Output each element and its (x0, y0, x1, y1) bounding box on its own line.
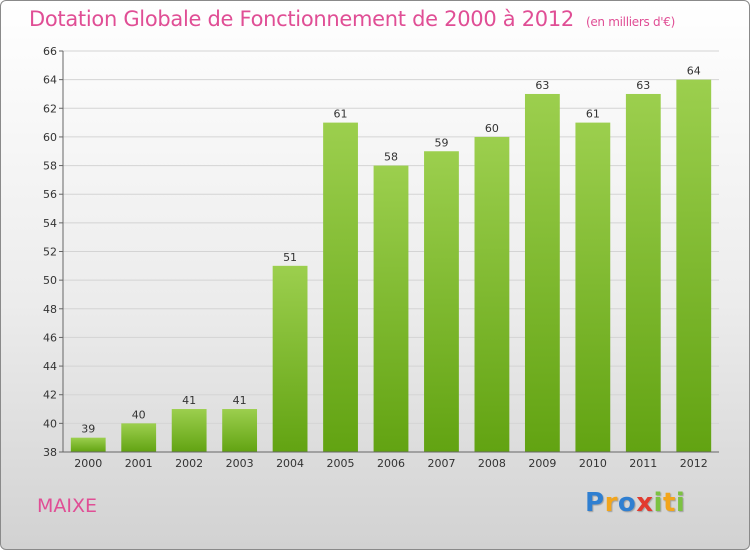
chart-title: Dotation Globale de Fonctionnement de 20… (29, 7, 675, 31)
y-tick-label: 54 (43, 217, 57, 230)
y-tick-label: 66 (43, 45, 57, 58)
bar (323, 122, 358, 452)
bar (373, 165, 409, 453)
logo-letter: r (604, 488, 618, 518)
x-tick-label: 2012 (680, 457, 708, 470)
x-tick-label: 2007 (427, 457, 455, 470)
y-axis-ticks: 38 40 42 44 46 48 50 52 54 56 58 60 62 64 66 (43, 45, 63, 459)
data-label: 61 (586, 108, 600, 121)
y-tick-label: 58 (43, 160, 57, 173)
bar (524, 93, 560, 452)
bar (171, 409, 207, 452)
data-labels: 39 40 41 41 51 61 58 59 60 63 61 63 64 (81, 65, 701, 436)
x-tick-label: 2008 (478, 457, 506, 470)
data-label: 60 (485, 122, 499, 135)
x-tick-label: 2003 (226, 457, 254, 470)
x-tick-label: 2000 (74, 457, 102, 470)
bar (625, 93, 661, 452)
data-label: 51 (283, 251, 297, 264)
y-tick-label: 56 (43, 188, 57, 201)
y-tick-label: 42 (43, 389, 57, 402)
bar (121, 423, 157, 452)
x-tick-label: 2009 (528, 457, 556, 470)
logo-letter: x (636, 488, 654, 518)
logo-letter: P (585, 488, 605, 518)
bar (474, 136, 510, 452)
y-tick-label: 44 (43, 360, 57, 373)
y-tick-label: 40 (43, 417, 57, 430)
proxiti-logo[interactable]: Proxiti (585, 488, 685, 518)
y-tick-label: 52 (43, 246, 57, 259)
y-tick-label: 46 (43, 331, 57, 344)
x-tick-label: 2002 (175, 457, 203, 470)
data-label: 63 (636, 79, 650, 92)
data-label: 64 (687, 65, 701, 78)
y-tick-label: 62 (43, 102, 57, 115)
bar (70, 437, 106, 452)
data-label: 58 (384, 151, 398, 164)
data-label: 40 (132, 408, 146, 421)
bar (222, 409, 258, 452)
y-tick-label: 64 (43, 74, 57, 87)
data-label: 61 (334, 108, 348, 121)
x-tick-label: 2004 (276, 457, 304, 470)
logo-letter: i (653, 488, 663, 518)
x-axis-ticks: 2000 2001 2002 2003 2004 2005 2006 2007 2008 2009… (74, 457, 708, 470)
chart-title-text: Dotation Globale de Fonctionnement de 20… (29, 7, 574, 31)
bar (676, 79, 712, 453)
x-tick-label: 2001 (125, 457, 153, 470)
bar (575, 122, 611, 452)
bar (424, 151, 459, 452)
x-tick-label: 2005 (327, 457, 355, 470)
data-label: 41 (233, 394, 247, 407)
bar (272, 265, 308, 452)
y-tick-label: 50 (43, 274, 57, 287)
data-label: 39 (81, 423, 95, 436)
y-tick-label: 60 (43, 131, 57, 144)
y-tick-label: 38 (43, 446, 57, 459)
x-tick-label: 2011 (629, 457, 657, 470)
commune-name: MAIXE (37, 495, 98, 517)
logo-letter: i (675, 488, 686, 518)
data-label: 41 (182, 394, 196, 407)
x-tick-label: 2006 (377, 457, 405, 470)
data-label: 63 (535, 79, 549, 92)
y-tick-label: 48 (43, 303, 57, 316)
data-label: 59 (434, 136, 448, 149)
bars (70, 79, 712, 453)
logo-letter: o (617, 488, 637, 518)
x-tick-label: 2010 (579, 457, 607, 470)
logo-letter: t (662, 488, 676, 518)
chart-subtitle: (en milliers d'€) (585, 15, 675, 29)
